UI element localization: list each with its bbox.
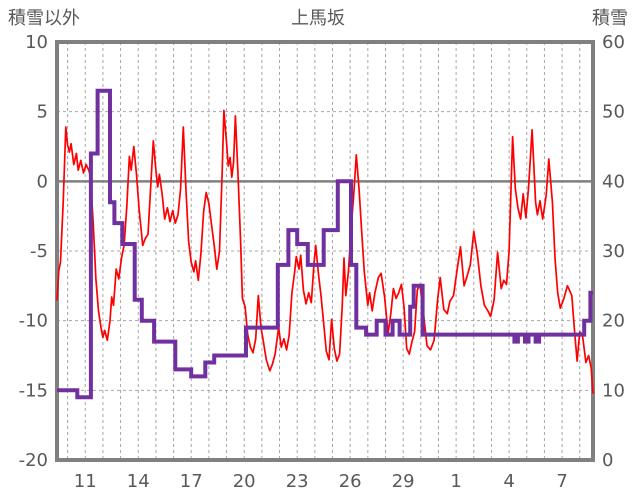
right-axis-tick-label: 0 (602, 450, 613, 471)
right-axis-tick-label: 20 (602, 311, 625, 332)
right-axis-tick-label: 40 (602, 171, 625, 192)
x-axis-tick-label: 17 (180, 471, 203, 492)
x-axis-tick-label: 7 (556, 471, 567, 492)
snow-depth-line (57, 88, 593, 400)
x-axis-tick-label: 14 (127, 471, 150, 492)
plot-border (55, 40, 595, 462)
right-axis-tick-label: 10 (602, 380, 625, 401)
x-axis-tick-label: 11 (74, 471, 97, 492)
left-axis-tick-label: 5 (37, 102, 48, 123)
right-axis-tick-label: 50 (602, 102, 625, 123)
right-axis-title: 積雪 (592, 8, 628, 29)
left-axis-title: 積雪以外 (8, 8, 80, 29)
left-axis-tick-label: 0 (37, 171, 48, 192)
left-axis-tick-label: 10 (25, 32, 48, 53)
left-axis-tick-label: -10 (19, 311, 48, 332)
x-axis-tick-label: 4 (503, 471, 514, 492)
x-axis-tick-label: 29 (392, 471, 415, 492)
x-axis-tick-label: 23 (286, 471, 309, 492)
x-axis-tick-label: 20 (233, 471, 256, 492)
chart-title: 上馬坂 (291, 8, 345, 29)
left-axis-tick-label: -5 (30, 241, 48, 262)
left-axis-tick-label: -15 (19, 380, 48, 401)
x-axis-tick-label: 1 (450, 471, 461, 492)
x-axis-tick-label: 26 (339, 471, 362, 492)
temperature-line (56, 109, 594, 394)
right-axis-tick-label: 30 (602, 241, 625, 262)
left-axis-tick-label: -20 (19, 450, 48, 471)
right-axis-tick-label: 60 (602, 32, 625, 53)
